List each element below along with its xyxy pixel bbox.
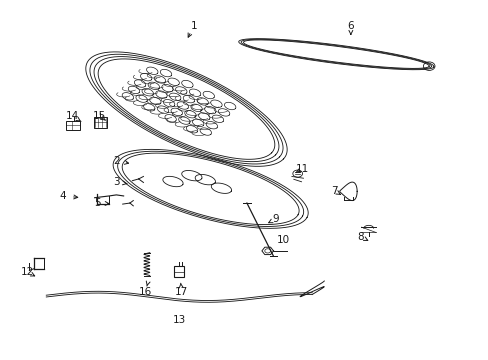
Text: 2: 2 [113,156,120,166]
Text: 17: 17 [175,287,188,297]
Text: 15: 15 [93,111,106,121]
Text: 3: 3 [113,177,120,187]
Text: 14: 14 [66,111,80,121]
Text: 13: 13 [172,315,185,325]
Bar [65,121,80,130]
Text: 11: 11 [295,165,308,174]
Text: 7: 7 [330,186,337,195]
Text: 5: 5 [94,198,100,208]
Text: 1: 1 [190,21,197,31]
Text: 9: 9 [272,214,279,224]
Text: 6: 6 [347,21,353,31]
Text: 10: 10 [276,235,289,245]
Bar [174,266,183,278]
Text: 12: 12 [20,267,34,277]
Bar [94,117,107,127]
Text: 8: 8 [356,232,363,242]
Text: 16: 16 [139,287,152,297]
Text: 4: 4 [60,191,66,201]
